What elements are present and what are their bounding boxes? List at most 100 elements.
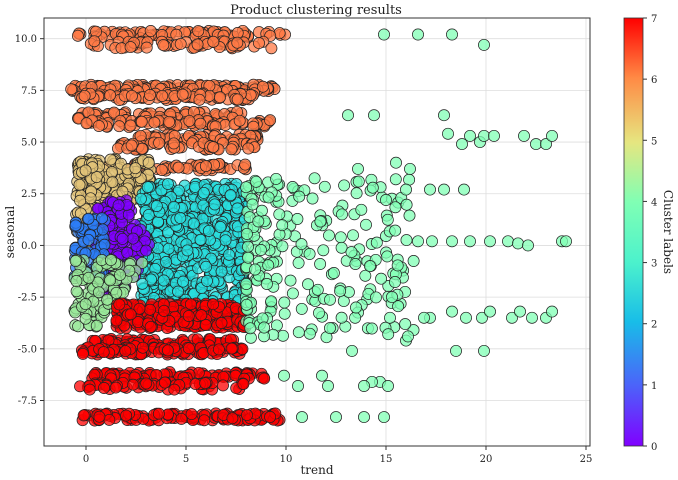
data-point-cluster-3 (276, 240, 289, 253)
data-point-cluster-3 (438, 109, 450, 122)
data-point-cluster-4 (70, 285, 83, 298)
data-point-cluster-3 (384, 311, 396, 324)
data-point-cluster-7 (144, 320, 157, 333)
data-point-cluster-3 (335, 241, 348, 254)
data-point-cluster-7 (199, 377, 212, 390)
data-point-cluster-3 (311, 283, 324, 296)
data-point-cluster-3 (403, 173, 416, 186)
data-point-cluster-3 (424, 183, 436, 196)
data-point-cluster-3 (370, 291, 382, 304)
data-point-cluster-6 (256, 80, 269, 93)
data-point-cluster-2 (142, 208, 155, 221)
colorbar-tick-label: 2 (651, 320, 657, 331)
y-tick-label: 0.0 (21, 241, 37, 252)
data-point-cluster-6 (104, 89, 117, 102)
data-point-cluster-7 (195, 309, 208, 322)
data-point-cluster-3 (446, 28, 458, 41)
data-point-cluster-2 (223, 248, 236, 261)
data-point-cluster-6 (253, 37, 265, 50)
data-point-cluster-7 (136, 341, 149, 354)
y-axis-ticks: -7.5 -5.0 -2.5 0.0 2.5 5.0 7.5 10.0 (15, 34, 44, 407)
data-point-cluster-7 (97, 346, 110, 359)
colorbar-ticks: 0 1 2 3 4 5 6 7 (643, 14, 657, 453)
data-point-cluster-2 (161, 177, 174, 190)
data-point-cluster-6 (148, 116, 161, 129)
data-point-cluster-3 (355, 203, 368, 216)
data-point-cluster-3 (382, 328, 395, 341)
data-point-cluster-3 (295, 238, 308, 251)
data-point-cluster-3 (546, 305, 558, 318)
y-axis-label: seasonal (3, 206, 17, 259)
data-point-cluster-3 (506, 311, 518, 324)
data-point-cluster-3 (277, 329, 289, 342)
data-point-cluster-3 (400, 183, 412, 196)
data-point-cluster-2 (219, 234, 232, 247)
data-point-cluster-7 (113, 298, 126, 311)
y-tick-label: 2.5 (21, 189, 37, 200)
data-point-cluster-3 (450, 344, 462, 357)
data-point-cluster-3 (484, 305, 496, 318)
data-point-cluster-6 (125, 89, 138, 102)
data-point-cluster-3 (400, 198, 413, 211)
colorbar-tick-label: 7 (651, 14, 657, 25)
data-point-cluster-3 (389, 201, 402, 214)
data-point-cluster-7 (93, 410, 106, 423)
data-point-cluster-7 (158, 376, 171, 389)
data-point-cluster-3 (334, 231, 347, 244)
data-point-cluster-3 (476, 311, 488, 324)
data-point-cluster-4 (92, 286, 105, 299)
data-point-cluster-3 (242, 240, 254, 253)
data-point-cluster-3 (338, 179, 351, 192)
data-point-cluster-3 (349, 258, 362, 270)
data-point-cluster-3 (262, 259, 275, 272)
data-point-cluster-6 (214, 91, 226, 104)
data-point-cluster-5 (84, 192, 97, 205)
data-point-cluster-3 (335, 311, 348, 324)
data-point-cluster-3 (478, 129, 490, 142)
data-point-cluster-4 (70, 275, 83, 287)
data-point-cluster-3 (244, 322, 257, 335)
data-point-cluster-2 (162, 242, 175, 255)
data-point-cluster-3 (378, 411, 390, 424)
data-point-cluster-3 (293, 190, 306, 203)
data-point-cluster-3 (336, 208, 348, 221)
data-point-cluster-3 (240, 181, 253, 194)
data-point-cluster-3 (390, 156, 402, 169)
data-point-cluster-6 (157, 39, 170, 52)
data-point-cluster-6 (239, 158, 252, 171)
data-point-cluster-3 (518, 129, 530, 142)
data-point-cluster-3 (314, 258, 327, 270)
data-point-cluster-3 (240, 227, 253, 240)
data-points (65, 24, 572, 427)
data-point-cluster-3 (378, 28, 390, 41)
data-point-cluster-6 (125, 139, 138, 152)
data-point-cluster-4 (104, 254, 117, 267)
data-point-cluster-3 (488, 129, 500, 142)
data-point-cluster-2 (157, 274, 170, 287)
data-point-cluster-6 (194, 117, 207, 130)
data-point-cluster-2 (174, 212, 187, 224)
data-point-cluster-3 (284, 274, 297, 287)
data-point-cluster-2 (200, 260, 213, 273)
data-point-cluster-3 (347, 229, 359, 242)
data-point-cluster-3 (303, 327, 316, 340)
data-point-cluster-6 (80, 117, 93, 130)
data-point-cluster-7 (241, 409, 253, 422)
data-point-cluster-3 (456, 138, 468, 151)
data-point-cluster-3 (412, 28, 424, 41)
data-point-cluster-2 (172, 285, 185, 298)
data-point-cluster-3 (512, 237, 524, 250)
data-point-cluster-0 (140, 244, 153, 257)
data-point-cluster-3 (250, 175, 263, 188)
data-point-cluster-3 (375, 272, 388, 285)
data-point-cluster-6 (124, 119, 137, 132)
data-point-cluster-6 (113, 120, 126, 133)
data-point-cluster-1 (82, 212, 95, 225)
data-point-cluster-3 (522, 239, 534, 252)
data-point-cluster-4 (79, 298, 92, 311)
x-axis-label: trend (300, 463, 333, 477)
data-point-cluster-6 (135, 115, 148, 128)
data-point-cluster-3 (358, 380, 370, 392)
data-point-cluster-7 (215, 317, 228, 329)
